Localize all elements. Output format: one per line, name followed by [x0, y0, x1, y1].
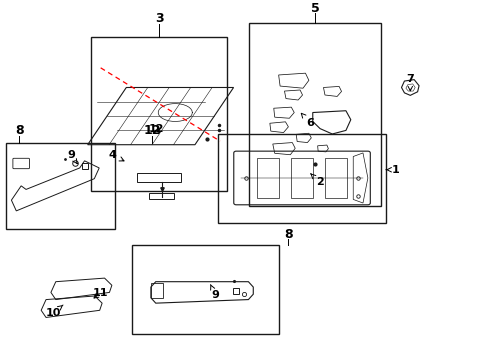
- Text: 6: 6: [301, 113, 314, 128]
- Text: 2: 2: [310, 174, 323, 187]
- Text: 3: 3: [155, 12, 163, 25]
- Bar: [149, 193, 173, 199]
- Text: 12: 12: [149, 123, 164, 134]
- Bar: [5, 143, 115, 229]
- Bar: [91, 37, 227, 191]
- Bar: [217, 134, 385, 224]
- Text: 4: 4: [109, 150, 124, 161]
- Text: 8: 8: [15, 124, 23, 137]
- Bar: [325, 158, 346, 198]
- Text: 9: 9: [210, 284, 219, 300]
- Bar: [291, 158, 312, 198]
- Text: 7: 7: [406, 73, 413, 91]
- Text: 1: 1: [386, 165, 399, 175]
- Text: 5: 5: [310, 2, 319, 15]
- Text: 8: 8: [284, 228, 292, 240]
- Text: 10: 10: [45, 305, 63, 318]
- Bar: [137, 173, 181, 182]
- Bar: [151, 283, 163, 298]
- Text: 9: 9: [67, 150, 77, 163]
- Bar: [132, 245, 278, 334]
- Text: 11: 11: [93, 288, 108, 298]
- Text: 12: 12: [143, 124, 160, 137]
- Bar: [257, 158, 278, 198]
- Bar: [249, 23, 380, 206]
